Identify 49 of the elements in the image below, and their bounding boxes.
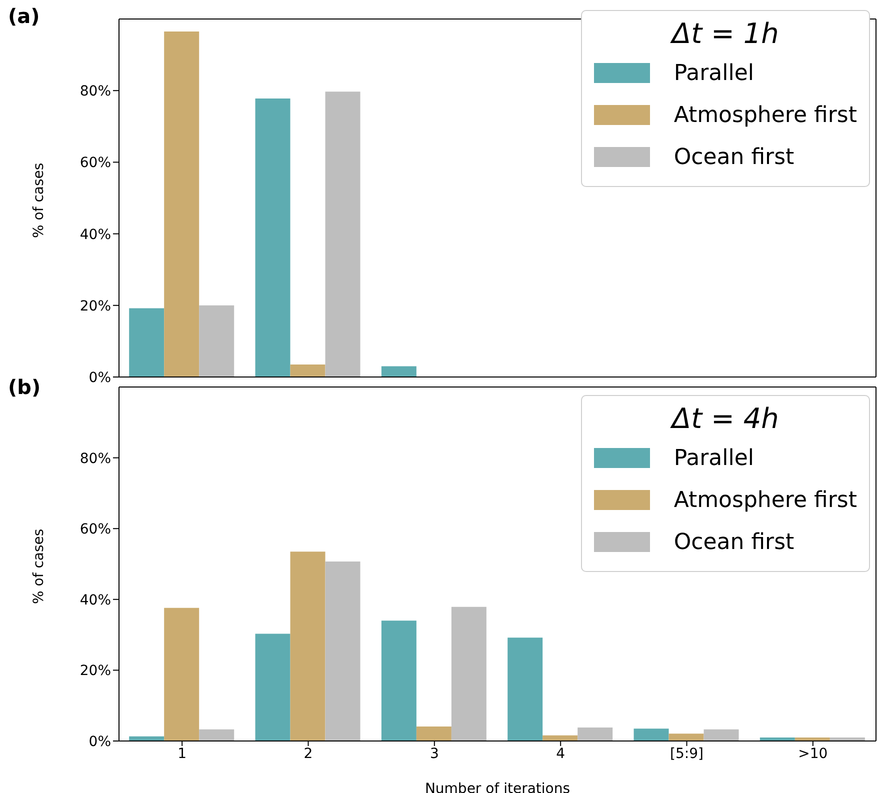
y-tick-label: 40% bbox=[80, 592, 111, 608]
y-axis-title: % of cases bbox=[30, 162, 47, 238]
x-tick-label: 2 bbox=[304, 746, 313, 762]
bar bbox=[704, 729, 739, 741]
y-tick-label: 80% bbox=[80, 450, 111, 467]
y-tick-label: 80% bbox=[80, 84, 111, 100]
legend-label: Atmosphere first bbox=[674, 488, 857, 512]
bar bbox=[325, 92, 360, 377]
bar bbox=[325, 562, 360, 741]
legend-title: Δt = 1h bbox=[669, 17, 780, 50]
bar bbox=[255, 634, 290, 741]
bar bbox=[451, 606, 486, 741]
y-tick-label: 60% bbox=[80, 155, 111, 172]
bar bbox=[290, 552, 326, 741]
x-tick-label: 4 bbox=[556, 746, 566, 762]
bar bbox=[164, 32, 200, 377]
legend-label: Atmosphere first bbox=[674, 102, 857, 128]
bar bbox=[381, 366, 416, 377]
bar bbox=[381, 620, 416, 741]
legend-label: Ocean first bbox=[674, 144, 794, 170]
x-axis-title: Number of iterations bbox=[424, 781, 570, 793]
bar bbox=[634, 728, 669, 741]
y-tick-label: 60% bbox=[80, 522, 111, 538]
y-tick-label: 20% bbox=[80, 298, 111, 314]
legend-title: Δt = 4h bbox=[669, 402, 780, 435]
x-tick-label: [5:9] bbox=[670, 746, 704, 762]
y-tick-label: 0% bbox=[88, 734, 111, 750]
bar bbox=[199, 729, 234, 741]
y-tick-label: 40% bbox=[80, 226, 111, 243]
bar bbox=[290, 364, 326, 377]
legend-label: Parallel bbox=[674, 446, 754, 470]
bar bbox=[508, 638, 543, 741]
bar bbox=[255, 98, 290, 377]
chart-title: (b) bbox=[8, 375, 41, 399]
y-tick-label: 20% bbox=[80, 663, 111, 680]
chart-title: (a) bbox=[8, 4, 40, 28]
bar bbox=[416, 726, 452, 741]
bar bbox=[668, 734, 704, 741]
x-tick-label: 1 bbox=[178, 746, 187, 762]
x-tick-label: >10 bbox=[798, 746, 828, 762]
bar bbox=[129, 308, 164, 377]
bar bbox=[199, 305, 234, 377]
bar bbox=[578, 728, 613, 741]
legend-label: Parallel bbox=[674, 60, 754, 86]
y-tick-label: 0% bbox=[88, 370, 111, 386]
y-axis-title: % of cases bbox=[30, 528, 47, 604]
bar bbox=[164, 608, 200, 741]
x-tick-label: 3 bbox=[430, 746, 439, 762]
legend-label: Ocean first bbox=[674, 530, 794, 554]
